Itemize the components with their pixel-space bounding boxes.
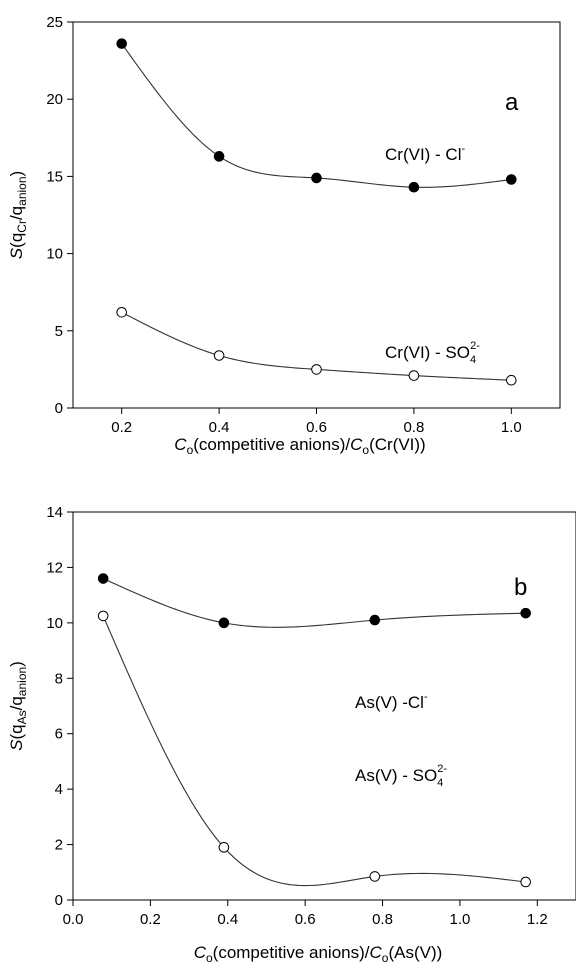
plot-frame: [72, 21, 561, 409]
data-point: [520, 607, 532, 619]
series-0: Cr(VI) - Cl-: [116, 38, 517, 193]
x-tick-label: 0.8: [403, 419, 424, 436]
series-label: As(V) - SO42-: [355, 763, 447, 789]
x-axis-label: Co(competitive anions)/Co(As(V)): [194, 943, 443, 965]
panel-label: b: [514, 574, 527, 601]
x-tick-label: 0.4: [209, 419, 230, 436]
x-tick-label: 0.6: [295, 911, 316, 928]
data-point: [97, 573, 109, 584]
x-tick-label: 0.0: [63, 911, 84, 928]
series-1: Cr(VI) - SO42-: [116, 306, 517, 386]
panel-label: a: [505, 89, 519, 116]
x-tick-label: 0.2: [111, 419, 132, 436]
data-point: [408, 370, 420, 381]
chart-panel-a: 0.2 0.4 0.6 0.8 1.0 0 5 10 15 20 25 Co(competitive …: [7, 14, 561, 457]
y-axis-label: S(qCr/qanion): [7, 171, 29, 259]
y-tick-label: 12: [46, 559, 63, 576]
y-tick-label: 4: [55, 781, 63, 798]
x-tick-label: 0.2: [140, 911, 161, 928]
data-point: [218, 617, 230, 629]
x-axis-label: Co(competitive anions)/Co(Cr(VI)): [174, 435, 425, 457]
y-tick-label: 0: [55, 400, 63, 417]
series-label: Cr(VI) - SO42-: [385, 340, 480, 366]
data-point: [116, 306, 127, 318]
x-tick-label: 1.0: [449, 911, 470, 928]
series-0: As(V) -Cl-: [97, 573, 532, 712]
series-line: [121, 43, 512, 188]
y-axis-label: S(qAs/qanion): [7, 661, 29, 751]
x-tick-label: 1.0: [501, 419, 522, 436]
data-point: [520, 876, 532, 888]
data-point: [311, 364, 322, 375]
y-tick-label: 0: [55, 892, 63, 909]
series-1: As(V) - SO42-: [97, 610, 532, 888]
series-line: [102, 615, 526, 887]
series-line: [102, 578, 526, 628]
y-tick-label: 6: [55, 726, 63, 743]
data-point: [116, 38, 127, 49]
data-point: [408, 181, 420, 193]
data-point: [218, 842, 230, 853]
data-point: [506, 374, 517, 386]
y-tick-label: 8: [55, 670, 63, 687]
x-tick-label: 0.8: [372, 911, 393, 928]
y-tick-label: 10: [46, 246, 63, 263]
data-point: [311, 172, 322, 184]
x-tick-label: 0.4: [217, 911, 238, 928]
x-tick-label: 1.2: [527, 911, 548, 928]
chart-panel-b: 0.0 0.2 0.4 0.6 0.8 1.0 1.2 0 2 4 6 8 10 12 14 Co(compe…: [7, 504, 576, 965]
data-point: [213, 151, 225, 162]
y-tick-label: 25: [46, 14, 63, 31]
series-label: As(V) -Cl-: [355, 691, 428, 712]
y-tick-label: 5: [55, 323, 63, 340]
y-tick-label: 2: [55, 837, 63, 854]
data-point: [369, 614, 381, 626]
data-point: [213, 350, 225, 361]
y-tick-label: 15: [46, 168, 63, 185]
y-tick-label: 10: [46, 615, 63, 632]
data-point: [97, 610, 109, 622]
data-point: [369, 871, 381, 882]
y-tick-label: 14: [46, 504, 63, 521]
plot-frame: [72, 511, 576, 901]
series-label: Cr(VI) - Cl-: [385, 143, 465, 164]
data-point: [506, 174, 517, 185]
y-tick-label: 20: [46, 91, 63, 108]
x-tick-label: 0.6: [306, 419, 327, 436]
